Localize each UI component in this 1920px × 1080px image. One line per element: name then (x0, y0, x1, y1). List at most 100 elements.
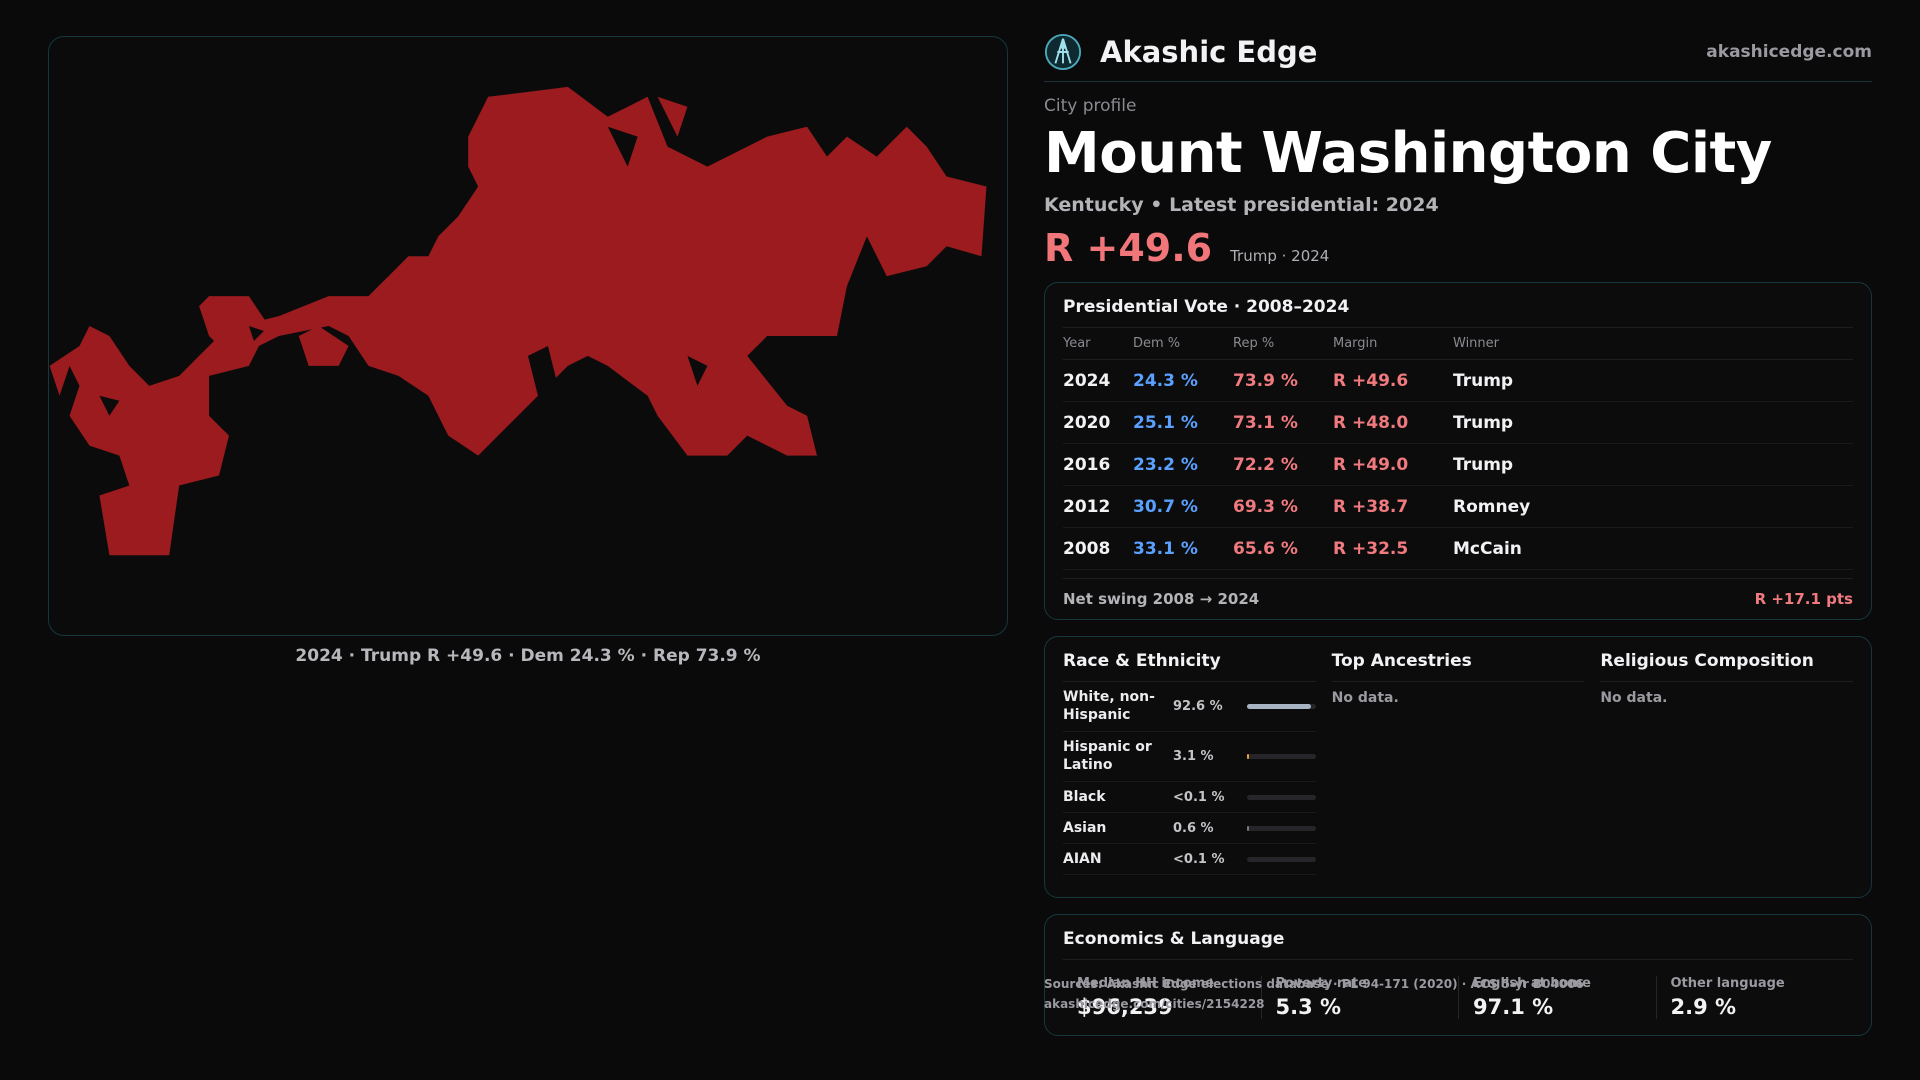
econ-value: $96,239 (1077, 995, 1173, 1020)
row-dem: 24.3 % (1133, 370, 1198, 391)
row-year: 2016 (1063, 454, 1111, 475)
race-pct: <0.1 % (1173, 851, 1225, 867)
brand-header: Akashic Edge akashicedge.com (1044, 32, 1872, 82)
brand-logo-icon (1044, 33, 1082, 70)
headline-margin: R +49.6 Trump · 2024 (1044, 226, 1872, 270)
row-rep: 73.9 % (1233, 370, 1298, 391)
race-row: Black <0.1 % (1063, 782, 1316, 814)
col-dem: Dem % (1133, 336, 1181, 352)
demographics-card: Race & Ethnicity White, non-Hispanic 92.6… (1044, 636, 1872, 899)
econ-value: 2.9 % (1670, 995, 1737, 1020)
race-pct: 3.1 % (1173, 749, 1214, 765)
row-year: 2020 (1063, 412, 1111, 433)
row-margin: R +49.6 (1333, 370, 1409, 391)
econ-stat: Median HH income $96,239 (1063, 976, 1261, 1019)
page-subtitle: Kentucky • Latest presidential: 2024 (1044, 194, 1439, 217)
race-row: Hispanic or Latino 3.1 % (1063, 732, 1316, 783)
row-margin: R +32.5 (1333, 538, 1409, 559)
page-eyebrow: City profile (1044, 96, 1137, 116)
race-pct: 92.6 % (1173, 699, 1223, 715)
presidential-vote-card: Presidential Vote · 2008–2024 Year Dem %… (1044, 282, 1872, 621)
row-year: 2012 (1063, 496, 1111, 517)
economics-title: Economics & Language (1063, 929, 1853, 961)
table-row: 2024 24.3 % 73.9 % R +49.6 Trump (1063, 360, 1853, 403)
econ-label: Poverty rate (1275, 976, 1368, 992)
ancestries-title: Top Ancestries (1331, 651, 1585, 683)
race-title: Race & Ethnicity (1063, 651, 1316, 683)
row-winner: Trump (1453, 412, 1514, 433)
econ-label: English at home (1473, 976, 1591, 992)
row-rep: 65.6 % (1233, 538, 1298, 559)
econ-stat: Other language 2.9 % (1655, 976, 1854, 1020)
city-boundary-shape (49, 86, 987, 556)
source-url-link[interactable]: akashicedge.com/cities/2154228 (1044, 997, 1265, 1011)
religion-title: Religious Composition (1600, 651, 1853, 683)
map-holes (99, 126, 708, 446)
source-note: Sources: Akashic Edge elections database… (1044, 974, 1584, 1014)
race-row: Asian 0.6 % (1063, 813, 1316, 845)
race-name: AIAN (1063, 850, 1102, 867)
row-winner: Romney (1453, 496, 1531, 517)
race-share-bar (1247, 754, 1316, 760)
net-swing-label: Net swing 2008 → 2024 (1063, 589, 1260, 608)
headline-margin-note: Trump · 2024 (1230, 247, 1330, 266)
vote-table-header: Year Dem % Rep % Margin Winner (1063, 328, 1853, 361)
row-margin: R +48.0 (1333, 412, 1409, 433)
city-map (48, 36, 1008, 636)
race-share-fill (1247, 825, 1250, 831)
net-swing-value: R +17.1 pts (1754, 589, 1853, 608)
econ-label: Median HH income (1077, 976, 1215, 992)
race-name: Hispanic or Latino (1063, 739, 1152, 773)
race-share-bar (1247, 794, 1316, 800)
ancestries-empty: No data. (1331, 690, 1399, 707)
col-year: Year (1063, 336, 1091, 352)
map-caption: 2024 · Trump R +49.6 · Dem 24.3 % · Rep … (295, 646, 761, 666)
race-share-bar (1247, 704, 1316, 710)
table-row: 2016 23.2 % 72.2 % R +49.0 Trump (1063, 444, 1853, 487)
row-winner: Trump (1453, 370, 1514, 391)
econ-value: 5.3 % (1275, 995, 1342, 1020)
race-name: White, non-Hispanic (1063, 689, 1155, 723)
race-share-fill (1247, 704, 1311, 710)
row-winner: Trump (1453, 454, 1514, 475)
row-rep: 72.2 % (1233, 454, 1298, 475)
table-row: 2012 30.7 % 69.3 % R +38.7 Romney (1063, 486, 1853, 529)
row-winner: McCain (1453, 538, 1522, 559)
row-rep: 69.3 % (1233, 496, 1298, 517)
econ-stat: Poverty rate 5.3 % (1260, 976, 1459, 1020)
econ-value: 97.1 % (1473, 995, 1554, 1020)
row-dem: 25.1 % (1133, 412, 1198, 433)
religion-empty: No data. (1600, 690, 1668, 707)
brand-name: Akashic Edge (1100, 34, 1318, 69)
profile-panel: Akashic Edge akashicedge.com City profil… (1044, 32, 1872, 1037)
econ-stat: English at home 97.1 % (1458, 976, 1656, 1020)
vote-card-title: Presidential Vote · 2008–2024 (1063, 297, 1853, 329)
table-row: 2008 33.1 % 65.6 % R +32.5 McCain (1063, 528, 1853, 571)
race-name: Black (1063, 788, 1106, 805)
race-list: White, non-Hispanic 92.6 % Hispanic or Lat… (1063, 682, 1316, 876)
col-winner: Winner (1453, 336, 1500, 352)
religion-section: Religious Composition No data. (1600, 651, 1853, 897)
col-rep: Rep % (1233, 336, 1275, 352)
race-share-bar (1247, 856, 1316, 862)
row-year: 2008 (1063, 538, 1111, 559)
brand-site-link[interactable]: akashicedge.com (1706, 41, 1872, 62)
ancestries-section: Top Ancestries No data. (1331, 651, 1585, 897)
col-margin: Margin (1333, 336, 1378, 352)
city-boundary-map (49, 86, 987, 556)
race-share-fill (1247, 754, 1250, 760)
race-ethnicity-section: Race & Ethnicity White, non-Hispanic 92.6… (1063, 651, 1316, 897)
page-title: Mount Washington City (1044, 121, 1772, 186)
row-dem: 23.2 % (1133, 454, 1198, 475)
race-share-bar (1247, 825, 1316, 831)
race-pct: 0.6 % (1173, 820, 1214, 836)
net-swing-row: Net swing 2008 → 2024 R +17.1 pts (1063, 578, 1853, 618)
row-margin: R +38.7 (1333, 496, 1409, 517)
econ-label: Other language (1670, 976, 1785, 992)
table-row: 2020 25.1 % 73.1 % R +48.0 Trump (1063, 402, 1853, 445)
race-row: White, non-Hispanic 92.6 % (1063, 682, 1316, 733)
row-dem: 30.7 % (1133, 496, 1198, 517)
race-pct: <0.1 % (1173, 789, 1225, 805)
row-dem: 33.1 % (1133, 538, 1198, 559)
row-year: 2024 (1063, 370, 1111, 391)
